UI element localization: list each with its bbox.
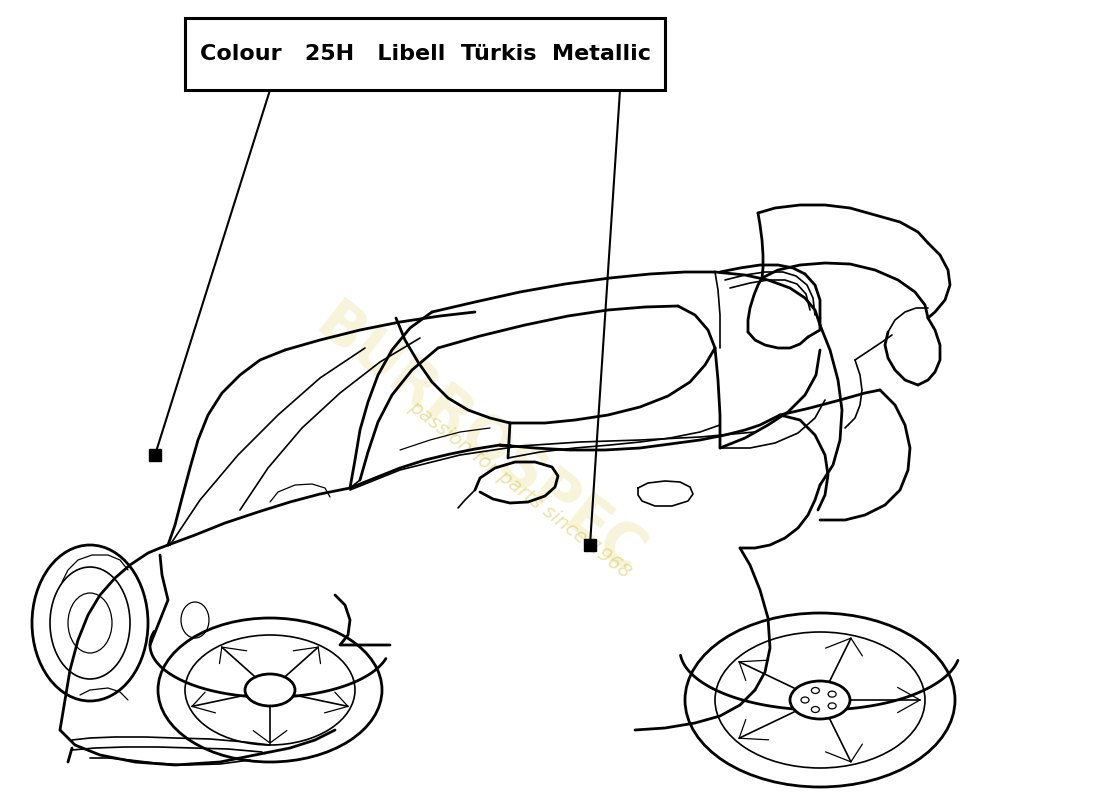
Ellipse shape [790,681,850,719]
Text: passion for parts since 1968: passion for parts since 1968 [405,398,635,582]
Ellipse shape [245,674,295,706]
Text: Colour   25H   Libell  Türkis  Metallic: Colour 25H Libell Türkis Metallic [199,44,650,64]
Bar [185,18,666,90]
Text: BURROSPEC: BURROSPEC [305,294,654,586]
